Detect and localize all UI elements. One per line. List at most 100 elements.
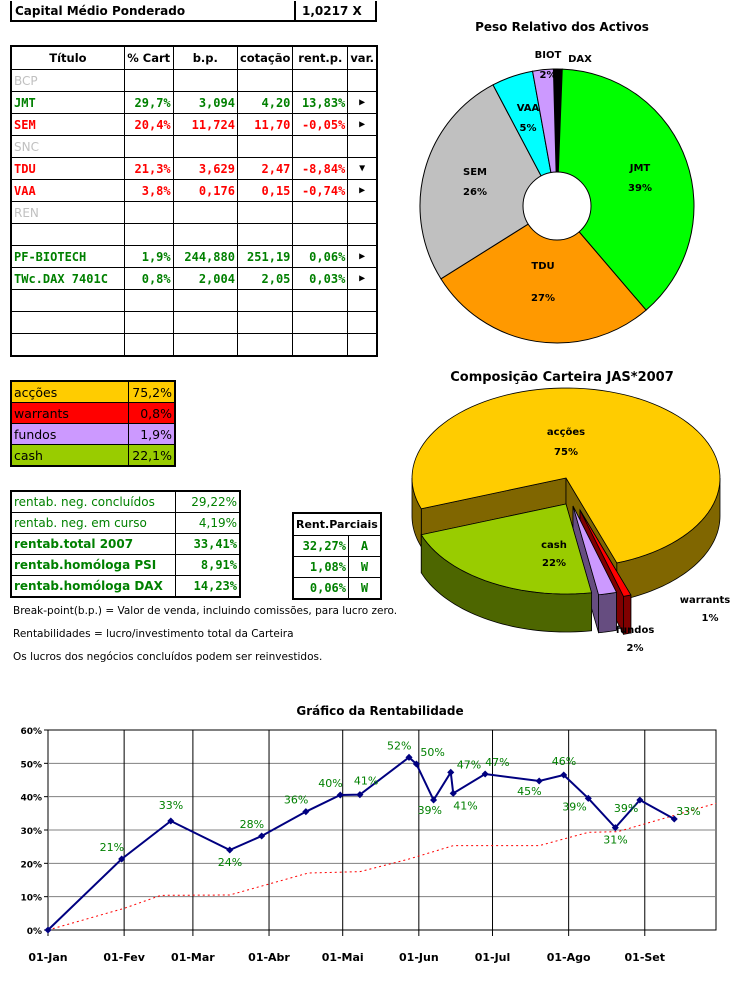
holding-bp: 2,004 <box>172 267 238 290</box>
holding-cotacao <box>236 311 294 334</box>
col-bp: b.p. <box>172 45 238 70</box>
data-label: 41% <box>453 799 477 812</box>
x-tick-label: 01-Ago <box>547 951 591 964</box>
holding-cart: 3,8% <box>123 179 174 202</box>
holdings-table: Título % Cart b.p. cotação rent.p. var. … <box>10 45 378 357</box>
data-label: 31% <box>603 834 627 847</box>
data-point-marker <box>167 817 175 825</box>
donut-label: DAX <box>568 54 592 65</box>
arrow-right-icon <box>347 311 378 334</box>
note-lucros: Os lucros dos negócios concluídos podem … <box>13 651 323 663</box>
holding-rent: 13,83% <box>292 91 349 114</box>
partials-row: 32,27% A <box>292 535 382 557</box>
pie3d-chart-composicao: Composição Carteira JAS*2007 acções 75% wa… <box>411 370 730 654</box>
data-label: 33% <box>159 799 183 812</box>
composition-value: 1,9% <box>128 423 176 445</box>
data-label: 40% <box>318 777 342 790</box>
data-label: 47% <box>485 756 509 769</box>
y-tick-label: 30% <box>20 827 42 837</box>
returns-value: 14,23% <box>175 575 241 598</box>
pie3d-slice-warrants <box>579 509 632 597</box>
donut-slice-jmt <box>556 68 695 311</box>
data-point-marker <box>481 770 489 778</box>
pie3d-label: warrants <box>680 595 730 606</box>
data-point-marker <box>336 791 344 799</box>
composition-label: acções <box>10 380 129 403</box>
data-point-marker <box>412 760 420 768</box>
data-point-marker <box>258 832 266 840</box>
holding-name: REN <box>10 201 125 224</box>
x-tick-label: 01-Jan <box>28 951 67 964</box>
holding-rent: 0,03% <box>292 267 349 290</box>
holding-cart: 29,7% <box>123 91 174 114</box>
line-chart-rentabilidade: Gráfico da Rentabilidade 0% 10% 20% 30% 40% 5… <box>20 704 717 964</box>
holding-row: VAA 3,8% 0,176 0,15 -0,74% ▶ <box>10 179 378 202</box>
donut-pct-label: 5% <box>520 123 537 134</box>
pie3d-pct-label: 22% <box>542 558 566 569</box>
data-point-marker <box>560 771 568 779</box>
return-line <box>47 756 675 931</box>
returns-label: rentab.homóloga DAX <box>10 575 176 598</box>
holding-name: JMT <box>10 91 125 114</box>
col-titulo: Título <box>10 45 125 70</box>
x-tick-label: 01-Mai <box>322 951 364 964</box>
data-point-marker <box>611 824 619 832</box>
data-point-marker <box>636 796 644 804</box>
returns-label: rentab. neg. em curso <box>10 512 176 534</box>
data-label: 39% <box>614 802 638 815</box>
holding-cart: 1,9% <box>123 245 174 268</box>
holding-cart: 0,8% <box>123 267 174 290</box>
donut-title: Peso Relativo dos Activos <box>475 20 649 34</box>
holding-bp: 0,176 <box>172 179 238 202</box>
pie3d-pct-label: 1% <box>702 613 719 624</box>
capital-label: Capital Médio Ponderado <box>15 4 186 18</box>
holding-name <box>10 311 125 334</box>
capital-value: 1,0217 X <box>302 4 362 18</box>
donut-label: BIOT <box>535 50 562 61</box>
note-rentabilidades: Rentabilidades = lucro/investimento tota… <box>13 628 294 640</box>
holdings-header: Título % Cart b.p. cotação rent.p. var. <box>10 45 378 70</box>
holding-row <box>10 311 378 334</box>
returns-value: 8,91% <box>175 554 241 576</box>
partials-value: 1,08% <box>292 556 349 578</box>
donut-pct-label: 39% <box>628 183 652 194</box>
y-tick-label: 50% <box>20 760 42 770</box>
partials-table: Rent.Parciais 32,27% A 1,08% W 0,06% W <box>292 512 382 600</box>
donut-pct-label: 2% <box>540 70 557 81</box>
composition-label: fundos <box>10 423 129 445</box>
donut-pct-label: 27% <box>531 293 555 304</box>
data-label: 45% <box>517 785 541 798</box>
donut-slice-sem <box>419 84 558 280</box>
x-tick-label: 01-Mar <box>171 951 215 964</box>
returns-row: rentab.homóloga DAX 14,23% <box>10 575 241 598</box>
arrow-right-icon: ▶ <box>347 267 378 290</box>
composition-row: fundos 1,9% <box>10 423 176 445</box>
holding-name <box>10 333 125 357</box>
partials-code: W <box>347 577 382 600</box>
col-cotacao: cotação <box>236 45 294 70</box>
donut-pct-label: 26% <box>463 187 487 198</box>
x-tick-label: 01-Jul <box>475 951 511 964</box>
data-point-marker <box>118 855 126 863</box>
note-breakpoint: Break-point(b.p.) = Valor de venda, incl… <box>13 605 398 617</box>
donut-slice-biot <box>531 68 558 207</box>
pie3d-pct-label: 2% <box>627 643 644 654</box>
data-point-marker <box>44 926 52 934</box>
returns-label: rentab. neg. concluídos <box>10 490 176 513</box>
returns-table: rentab. neg. concluídos 29,22% rentab. neg… <box>10 490 241 598</box>
data-label: 33% <box>676 805 700 818</box>
y-tick-label: 10% <box>20 894 42 904</box>
holding-cart: 21,3% <box>123 157 174 180</box>
y-tick-label: 60% <box>20 727 42 737</box>
data-point-marker <box>430 796 438 804</box>
holding-rent: 0,06% <box>292 245 349 268</box>
data-label: 46% <box>552 755 576 768</box>
x-tick-label: 01-Jun <box>399 951 439 964</box>
holding-cotacao: 4,20 <box>236 91 294 114</box>
data-label: 41% <box>354 775 378 788</box>
holding-row: TDU 21,3% 3,629 2,47 -8,84% ▼ <box>10 157 378 180</box>
col-var: var. <box>347 45 378 70</box>
data-label: 52% <box>387 739 411 752</box>
x-tick-label: 01-Set <box>625 951 666 964</box>
